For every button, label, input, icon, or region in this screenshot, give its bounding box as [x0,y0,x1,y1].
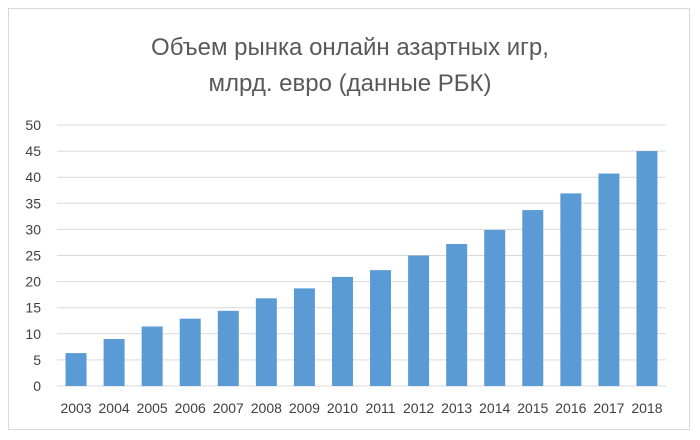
x-tick-label: 2018 [631,400,662,416]
bar-2007 [217,310,239,386]
bars [65,151,658,386]
bar-2014 [484,229,506,386]
x-tick-label: 2012 [403,400,434,416]
bar-2008 [255,298,277,386]
bar-2009 [293,288,315,386]
y-tick-label: 25 [25,248,41,264]
x-tick-label: 2014 [479,400,510,416]
chart-title: Объем рынка онлайн азартных игр, млрд. е… [0,30,700,102]
x-axis-ticks: 2003 2004 2005 2006 2007 2008 2009 2010 2011 2012… [60,400,662,416]
bar-2011 [370,270,392,386]
x-tick-label: 2006 [175,400,206,416]
x-tick-label: 2011 [365,400,395,416]
y-tick-label: 35 [25,195,41,211]
bar-2004 [103,339,125,386]
bar-2010 [331,276,353,386]
bar-2016 [560,193,582,386]
y-tick-label: 50 [25,117,41,133]
x-tick-label: 2003 [60,400,91,416]
x-tick-label: 2004 [99,400,130,416]
bar-2003 [65,353,87,386]
bar-2006 [179,318,201,386]
x-tick-label: 2010 [327,400,358,416]
x-tick-label: 2005 [137,400,168,416]
x-tick-label: 2017 [593,400,624,416]
x-tick-label: 2009 [289,400,320,416]
bar-2017 [598,173,620,386]
y-tick-label: 20 [25,274,41,290]
x-tick-label: 2016 [555,400,586,416]
x-tick-label: 2013 [441,400,472,416]
y-tick-label: 5 [33,352,41,368]
y-tick-label: 0 [33,378,41,394]
y-tick-label: 15 [25,300,41,316]
x-tick-label: 2015 [517,400,548,416]
y-tick-label: 45 [25,143,41,159]
y-tick-label: 30 [25,221,41,237]
y-tick-label: 40 [25,169,41,185]
bar-2005 [141,326,163,386]
x-tick-label: 2007 [213,400,244,416]
chart-title-line-2: млрд. евро (данные РБК) [208,70,492,97]
chart-title-line-1: Объем рынка онлайн азартных игр, [151,34,549,61]
y-axis-ticks: 0 5 10 15 20 25 30 35 40 45 50 [25,117,41,394]
bar-2013 [446,244,468,386]
bar-2018 [636,151,658,386]
bar-2015 [522,210,544,386]
bar-2012 [408,255,430,386]
x-tick-label: 2008 [251,400,282,416]
y-tick-label: 10 [25,326,41,342]
